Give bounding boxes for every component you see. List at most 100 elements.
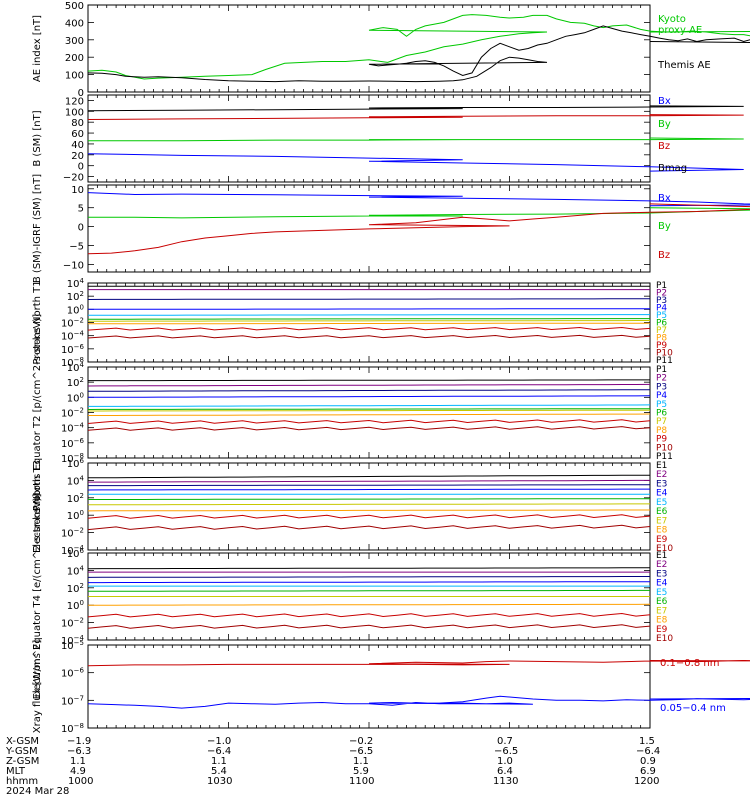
legend-label: P2 — [656, 289, 667, 299]
legend-label: By — [658, 119, 671, 130]
y-tick-label: 120 — [65, 96, 84, 107]
series-line — [88, 318, 650, 320]
y-tick-label: 100 — [65, 71, 84, 82]
series-line — [87, 474, 650, 479]
y-tick-label: 80 — [71, 118, 84, 129]
legend-label: E9 — [656, 625, 668, 635]
legend-label: E3 — [656, 569, 667, 579]
series-line — [87, 383, 651, 387]
series-line — [87, 524, 651, 531]
legend-label: P8 — [656, 426, 667, 436]
legend-label: P2 — [656, 374, 667, 384]
y-axis-label: B (SM) [nT] — [32, 110, 43, 166]
y-axis-label: Electrons North T3 — [32, 460, 43, 553]
legend-label: E1 — [656, 461, 667, 471]
legend-label: P8 — [656, 334, 667, 344]
legend-label: P5 — [656, 400, 667, 410]
series-line — [88, 413, 651, 416]
panel-7: 10−4 10−2 100 102 104 106 Electrons Equator T4… — [32, 494, 673, 700]
legend-label: P4 — [656, 391, 667, 401]
y-tick-label: 10−8 — [61, 356, 84, 369]
series-line — [87, 503, 650, 506]
series-line — [88, 320, 650, 322]
y-tick-label: 104 — [67, 361, 85, 374]
panel-1: 0 100 200 300 400 500 AE index [nT] Kyotoproxy … — [32, 1, 750, 99]
y-tick-label: 60 — [71, 129, 84, 140]
legend-label: E1 — [656, 551, 667, 561]
series-line — [88, 603, 651, 606]
legend-label: E7 — [656, 516, 667, 526]
y-tick-label: 102 — [67, 582, 84, 595]
y-tick-label: 106 — [67, 547, 85, 560]
legend-label: P9 — [656, 435, 667, 445]
legend-label: E4 — [656, 579, 668, 589]
legend-label: Bz — [658, 250, 670, 261]
series-line — [88, 581, 650, 584]
y-tick-label: 10−2 — [61, 527, 84, 540]
series-line — [87, 114, 744, 120]
panel-8: 10−8 10−7 10−6 10−5 Xray flux [W/m^2] 0.1−0.8… — [32, 639, 750, 735]
series-line — [88, 498, 650, 500]
series-line — [88, 137, 744, 142]
panel-frame — [87, 644, 651, 729]
legend-label: E6 — [656, 597, 668, 607]
legend-label: 0.05−0.4 nm — [660, 703, 726, 714]
legend-label: E7 — [656, 606, 667, 616]
legend-label: P6 — [656, 319, 667, 329]
y-tick-label: 10−6 — [61, 343, 85, 356]
legend-label: P3 — [656, 296, 667, 306]
legend-label: P3 — [656, 382, 667, 392]
legend-label: Bx — [658, 96, 671, 107]
y-tick-label: 10−4 — [61, 330, 85, 343]
legend-label: proxy AE — [658, 25, 702, 36]
y-axis-label: B (SM)-IGRF (SM) [nT] — [32, 174, 43, 283]
legend-label: Themis AE — [657, 60, 711, 71]
y-tick-label: 10−6 — [61, 437, 85, 450]
legend-label: 0.1−0.8 nm — [660, 658, 719, 669]
y-tick-label: 100 — [67, 391, 84, 404]
y-tick-label: 10−4 — [61, 422, 85, 435]
y-tick-label: 400 — [65, 18, 84, 29]
legend-label: P7 — [656, 417, 667, 427]
y-tick-label: 102 — [67, 376, 84, 389]
legend-label: E4 — [656, 489, 668, 499]
legend-label: E8 — [656, 616, 668, 626]
series-line — [87, 426, 651, 431]
y-axis-label: AE index [nT] — [32, 15, 43, 82]
y-tick-label: 100 — [67, 509, 84, 522]
series-line — [87, 298, 650, 300]
series-line — [87, 105, 744, 112]
y-tick-label: 500 — [65, 1, 84, 12]
legend-label: P4 — [656, 304, 667, 314]
y-axis-label: Electrons Equator T4 [e/(cm^2-s-sr-keV)] — [32, 494, 43, 700]
y-axis-label: Protons Equator T2 [p/(cm^2-s-sr-keV)] — [32, 314, 43, 511]
y-tick-label: 104 — [67, 277, 85, 290]
y-tick-label: 5 — [78, 204, 84, 215]
y-tick-label: 300 — [65, 36, 84, 47]
series-line — [88, 484, 650, 487]
y-tick-label: 10−8 — [61, 452, 84, 465]
legend-label: Bmag — [658, 163, 687, 174]
y-tick-label: 104 — [67, 564, 85, 577]
y-tick-label: 10−6 — [61, 667, 85, 680]
legend-label: E3 — [656, 479, 667, 489]
y-tick-label: 10−5 — [61, 639, 84, 652]
series-line — [88, 409, 650, 412]
panel-frame — [87, 4, 651, 93]
legend-label: By — [658, 221, 671, 232]
series-line — [88, 322, 650, 325]
series-line — [87, 567, 650, 570]
y-tick-label: −10 — [63, 260, 84, 271]
y-tick-label: 10−2 — [61, 317, 84, 330]
y-tick-label: 10 — [71, 185, 84, 196]
panel-3: −10 −5 0 5 10 B (SM)-IGRF (SM) [nT] Bx By Bz — [32, 174, 750, 283]
series-line — [87, 25, 750, 83]
legend-label: P10 — [656, 443, 673, 453]
legend-label: P5 — [656, 311, 667, 321]
series-line — [87, 334, 651, 339]
series-line — [88, 479, 650, 483]
series-line — [87, 488, 650, 491]
